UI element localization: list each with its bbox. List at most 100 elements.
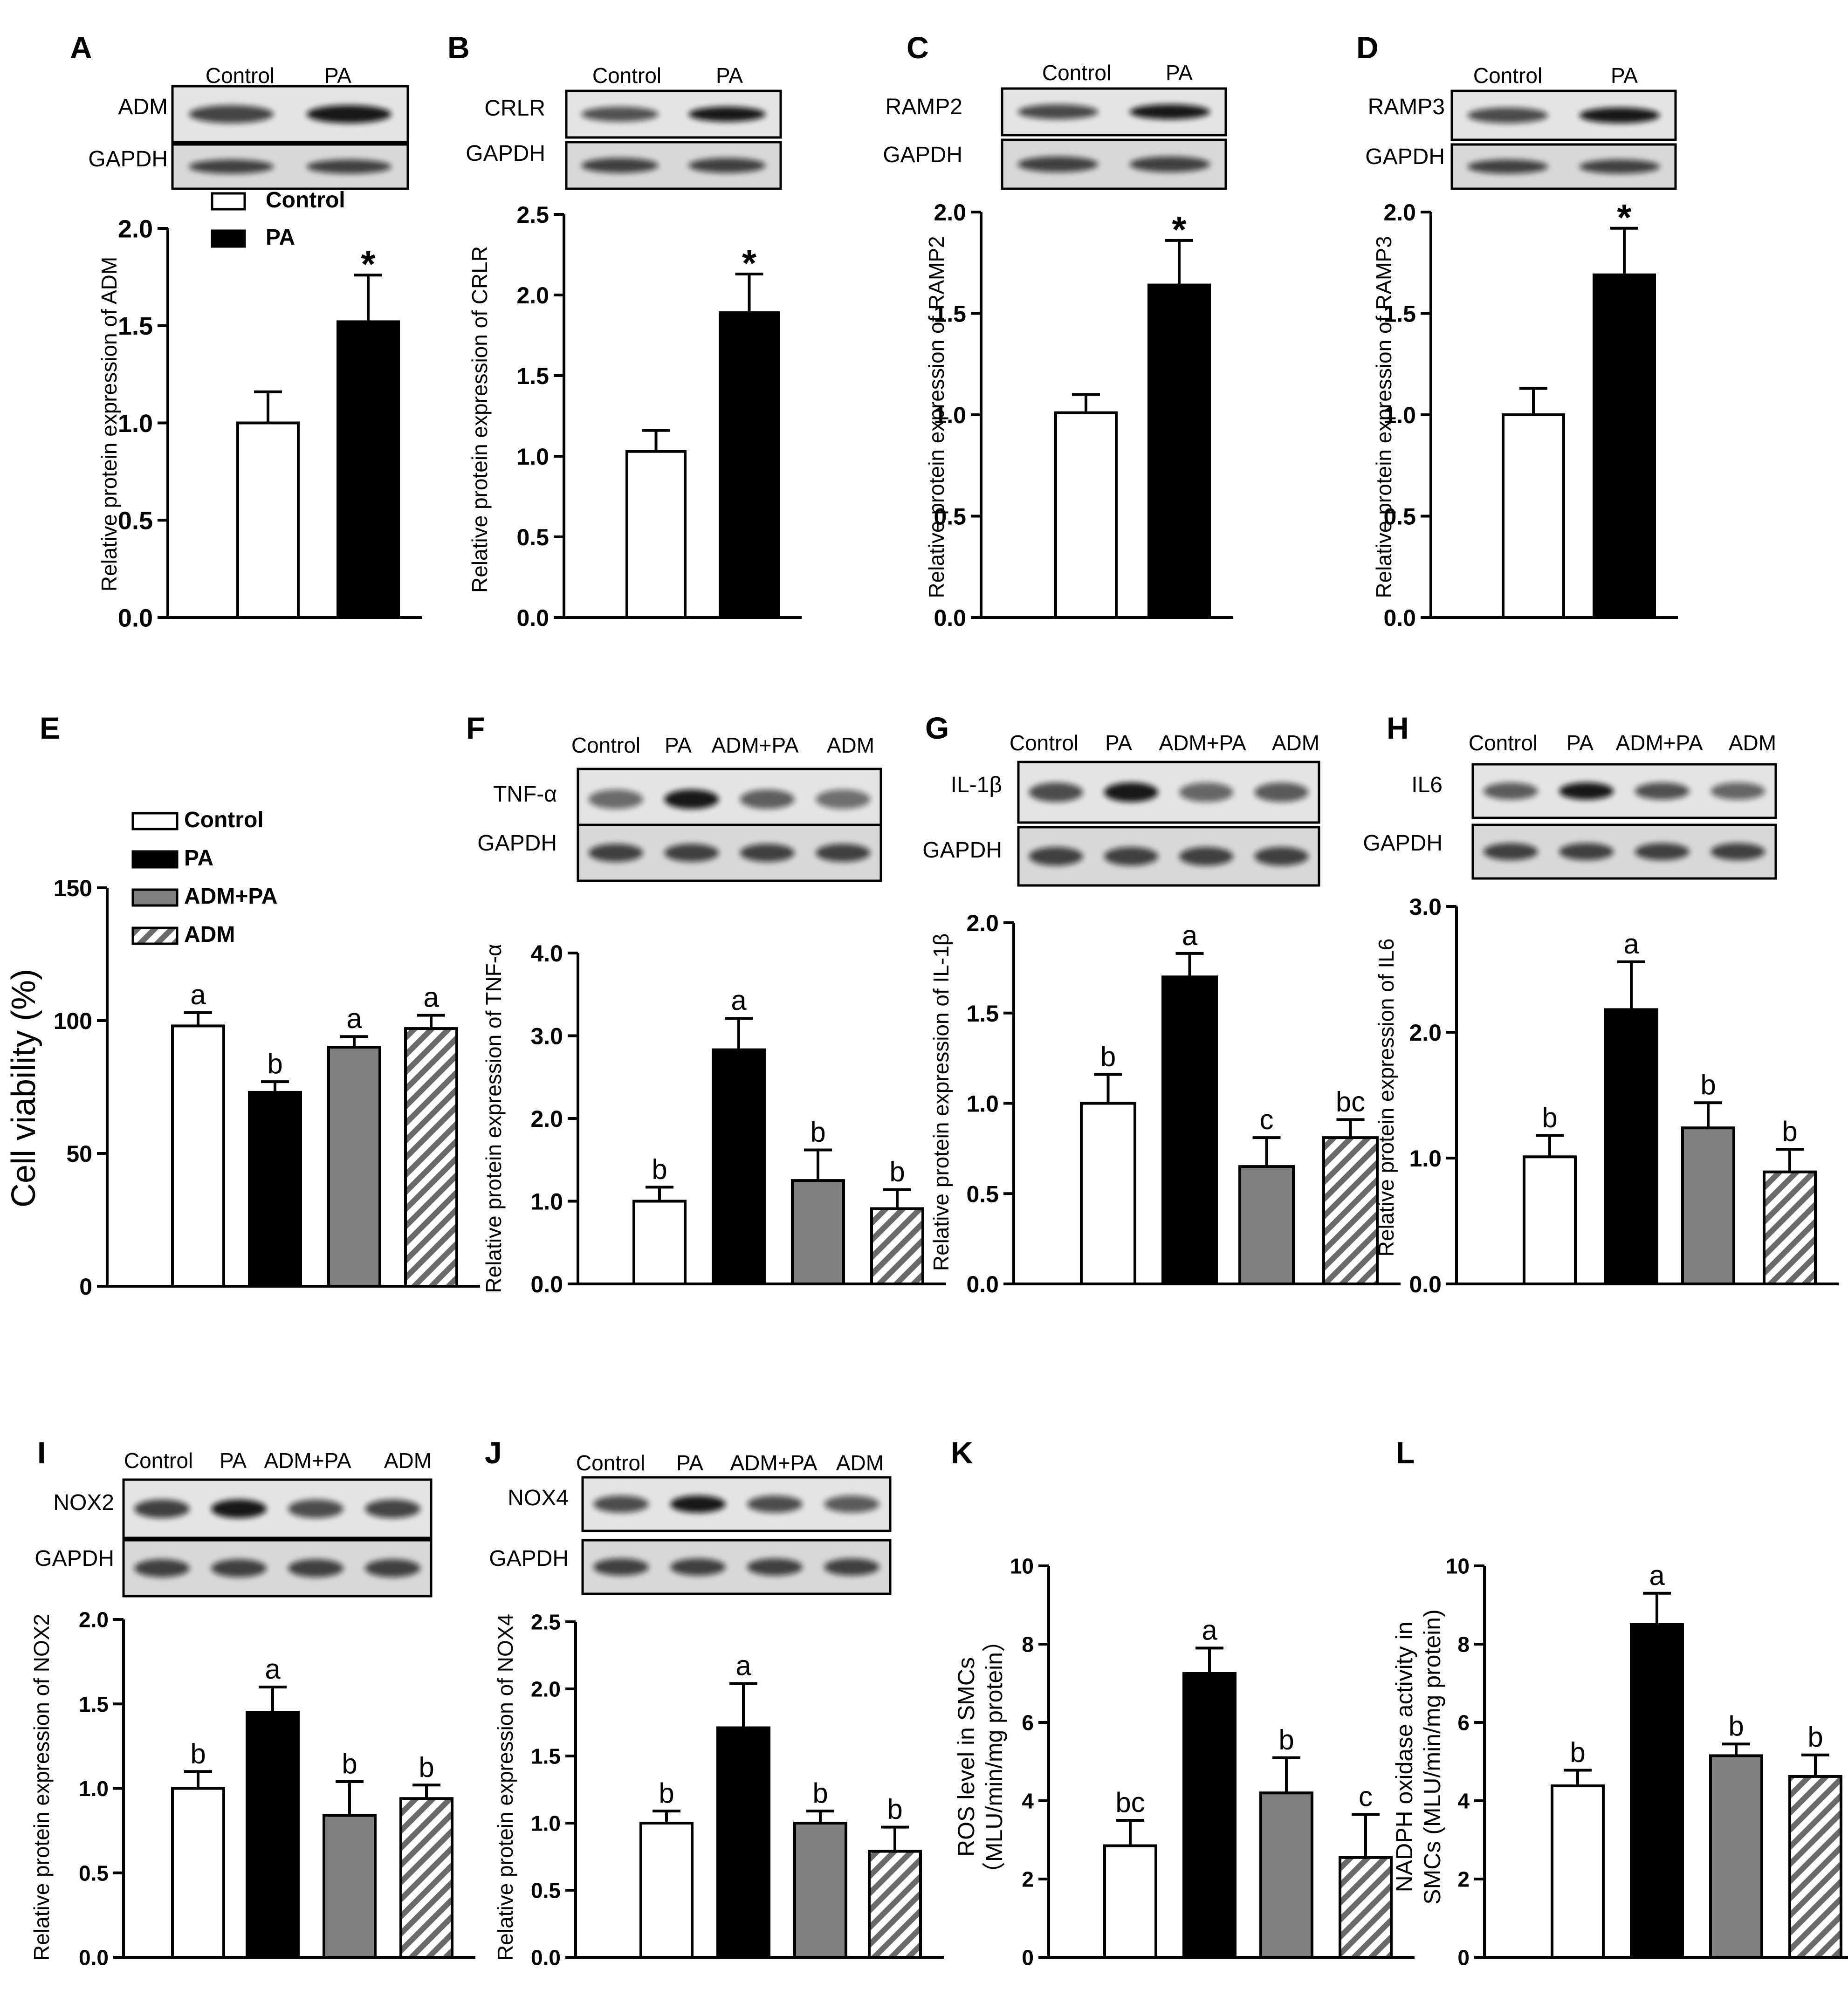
blot-band	[740, 844, 795, 862]
significance-label: *	[1172, 209, 1187, 250]
legend-swatch	[211, 229, 246, 248]
y-axis-label: ROS level in SMCs	[953, 1657, 979, 1857]
y-tick-label: 150	[54, 875, 92, 901]
blot-lane-label: PA	[716, 63, 743, 88]
y-tick-label: 1.5	[118, 312, 153, 340]
panel-d: D Control PA RAMP3 GAPDH 0.0 0.5 1.0 1.5 2.0 Relat…	[1356, 30, 1678, 631]
blot-row-gapdh: GAPDH	[1365, 143, 1677, 190]
bar	[327, 1046, 381, 1288]
panel-letter: B	[447, 30, 470, 65]
y-tick-label: 4.0	[530, 940, 563, 967]
blot-lane-label: Control	[592, 63, 661, 88]
y-tick-label: 1.0	[79, 1777, 109, 1801]
significance-label: b	[812, 1777, 828, 1809]
blot-lane-label: Control	[124, 1448, 193, 1473]
blot-row-target: NOX2	[53, 1478, 433, 1539]
y-tick-label: 0.0	[1383, 605, 1416, 631]
panel-letter: I	[37, 1435, 46, 1470]
y-tick-label: 4	[1022, 1789, 1034, 1813]
y-axis-label-line2: （MLU/min/mg protein）	[981, 1629, 1007, 1885]
y-tick-label: 1.5	[79, 1692, 109, 1716]
blot-row-gapdh: GAPDH	[1363, 823, 1777, 880]
blot-band	[1635, 843, 1690, 860]
bar	[1502, 413, 1565, 619]
significance-label: bc	[1336, 1086, 1365, 1117]
panel-letter: J	[485, 1435, 502, 1470]
blot-band	[1104, 847, 1158, 866]
y-tick-label: 1.5	[1383, 301, 1416, 327]
blot-band	[1254, 847, 1309, 866]
bar	[1709, 1754, 1763, 1959]
blot-lane-label: ADM	[836, 1451, 884, 1475]
bar	[1763, 1170, 1817, 1285]
blot-row-label: TNF-α	[493, 782, 557, 807]
y-tick-label: 2.0	[79, 1608, 109, 1632]
bar	[1147, 283, 1211, 619]
significance-label: b	[1700, 1069, 1716, 1100]
significance-label: *	[742, 242, 757, 284]
panel-a: A Control PA ADM GAPDH 0.0 0.5 1.0 1.5 2.0 Relativ…	[70, 30, 422, 632]
legend: Control PA ADM+PA ADM	[131, 808, 277, 947]
blot-row-target: CRLR	[484, 89, 782, 139]
blot-band	[306, 159, 392, 174]
blot-row-target: ADM	[118, 85, 409, 144]
blot-band	[1579, 159, 1660, 174]
panel-letter: C	[907, 30, 929, 65]
blot-band	[134, 1559, 190, 1578]
blot-band	[1029, 782, 1083, 802]
y-tick-label: 0.0	[516, 605, 549, 631]
blot-row-label: GAPDH	[477, 831, 557, 856]
blot-lane-label: PA	[665, 733, 692, 757]
blot-band	[664, 844, 719, 862]
y-axis-label: Relative protein expression of NOX2	[29, 1614, 54, 1961]
blot-row-label: GAPDH	[922, 838, 1002, 863]
blot-row-label: GAPDH	[466, 141, 545, 166]
y-tick-label: 0.0	[118, 604, 153, 632]
y-tick-label: 0	[79, 1274, 92, 1300]
blot-band	[747, 1495, 803, 1513]
significance-label: a	[346, 1003, 362, 1034]
legend-label: PA	[266, 225, 295, 250]
y-tick-label: 0.0	[531, 1946, 561, 1970]
significance-label: *	[361, 243, 376, 285]
bar	[632, 1200, 687, 1285]
blot-band	[365, 1559, 420, 1578]
blot-band	[740, 789, 795, 809]
blot-band	[1179, 782, 1234, 802]
bar	[1593, 273, 1656, 619]
bar	[246, 1711, 300, 1959]
bar	[399, 1797, 453, 1959]
blot-band	[581, 158, 659, 173]
blot-lane-label: ADM+PA	[1159, 731, 1246, 755]
significance-label: c	[1359, 1781, 1373, 1812]
y-axis-label: Relative protein expression of TNF-α	[481, 944, 506, 1293]
bar	[625, 450, 687, 619]
y-tick-label: 3.0	[530, 1023, 563, 1050]
y-tick-label: 2.0	[966, 910, 999, 936]
panel-letter: G	[925, 711, 949, 745]
blot-row-target: IL6	[1411, 763, 1777, 819]
blot-lane-label: ADM	[1272, 731, 1319, 755]
blot-band	[1711, 782, 1766, 800]
y-tick-label: 0.5	[1383, 504, 1416, 530]
significance-label: a	[190, 979, 206, 1010]
y-tick-label: 1.0	[966, 1091, 999, 1117]
y-tick-label: 1.0	[530, 1189, 563, 1215]
y-tick-label: 0.0	[966, 1271, 999, 1297]
blot-band	[688, 107, 766, 122]
bar	[1339, 1856, 1393, 1959]
significance-label: b	[1100, 1041, 1116, 1072]
blot-band	[1559, 843, 1614, 860]
blot-band	[1467, 107, 1548, 123]
y-tick-label: 2.5	[516, 202, 549, 228]
y-tick-label: 10	[1446, 1554, 1470, 1578]
y-tick-label: 2	[1457, 1867, 1470, 1892]
y-tick-label: 2.0	[934, 199, 966, 226]
y-tick-label: 0.5	[79, 1861, 109, 1885]
blot-lane-label: ADM+PA	[1615, 731, 1703, 755]
blot-band	[1254, 782, 1309, 802]
blot-row-label: GAPDH	[1363, 831, 1443, 856]
bar	[791, 1179, 845, 1285]
legend-swatch	[131, 888, 179, 907]
significance-label: a	[1182, 920, 1198, 951]
